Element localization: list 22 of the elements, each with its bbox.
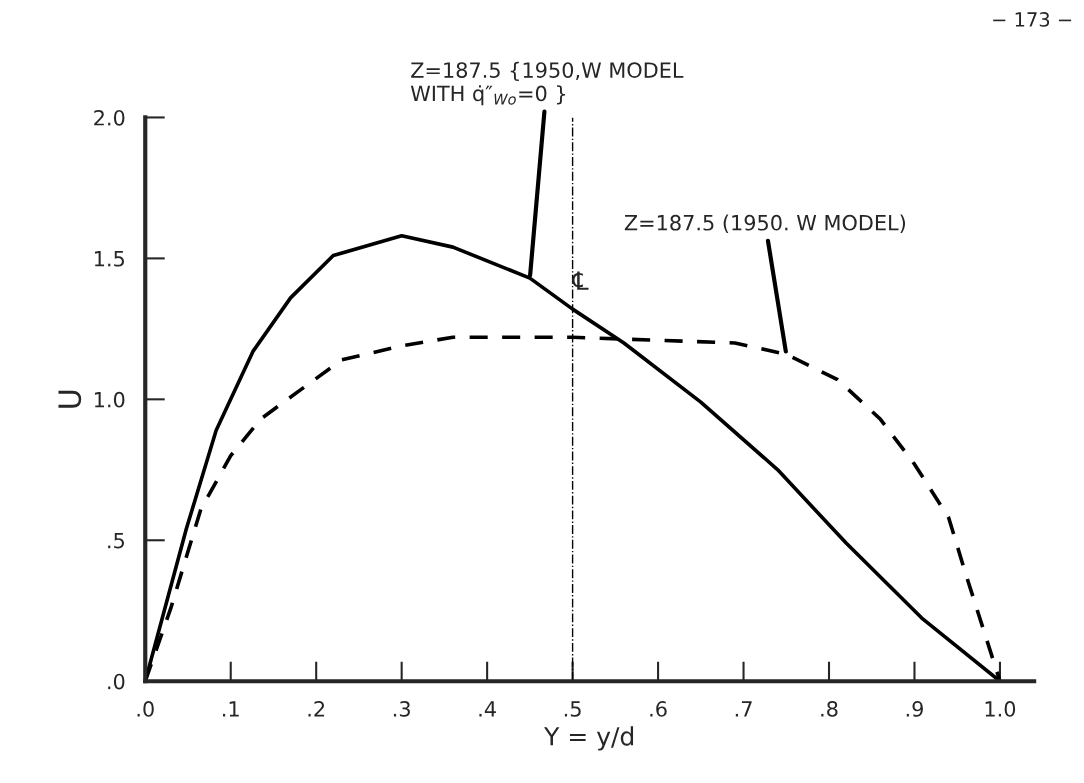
ref-line-label: ℄ [572,271,589,290]
text: Z=187.5 {1950,W MODEL WITH q̇″$_{Wo}$=0 } [410,61,684,106]
y-axis-title: U [58,390,82,408]
x-tick-label: .0 [137,701,154,717]
x-tick-label: .5 [564,701,581,717]
x-axis-title: Y = y/d [544,726,634,751]
x-tick-label: .6 [650,701,667,717]
text: Z=187.5 (1950. W MODEL) [624,214,906,234]
x-tick-label: 1.0 [985,701,1016,717]
x-tick-label: .7 [735,701,752,717]
x-tick-label: .8 [821,701,838,717]
y-tick-label: 1.0 [94,391,125,408]
text: − 173 − [993,12,1072,27]
y-tick-label: .5 [108,533,124,549]
y-tick-label: 2.0 [94,109,125,126]
y-tick-label: 1.5 [94,251,124,267]
x-tick-label: .9 [906,701,923,717]
y-tick-label: .0 [108,673,125,690]
x-tick-label: .2 [308,701,325,717]
x-tick-label: .4 [479,701,496,717]
x-tick-label: .1 [223,701,239,717]
x-tick-label: .3 [393,701,410,717]
